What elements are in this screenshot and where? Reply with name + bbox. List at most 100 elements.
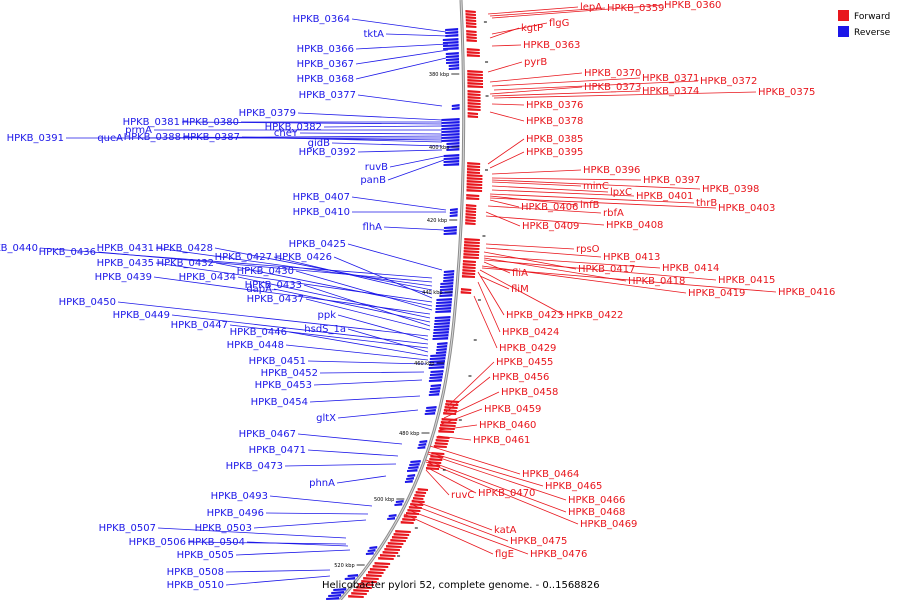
reverse-gene-arrow-10[interactable] — [443, 279, 454, 282]
forward-gene-arrow-22[interactable] — [348, 595, 364, 598]
reverse-gene-arrow-8[interactable] — [449, 211, 458, 214]
reverse-gene-arrow-5[interactable] — [441, 124, 460, 127]
reverse-gene-arrow-14[interactable] — [436, 348, 447, 351]
forward-gene-arrow-3[interactable] — [467, 70, 483, 73]
forward-gene-arrow-11[interactable] — [464, 241, 480, 244]
forward-gene-arrow-14[interactable] — [445, 400, 459, 403]
forward-gene-arrow-1[interactable] — [466, 33, 477, 36]
reverse-gene-arrow-26[interactable] — [333, 588, 347, 591]
feature-label-HPKB_0409[interactable]: HPKB_0409 — [522, 221, 579, 232]
feature-label-thrB[interactable]: thrB — [696, 198, 717, 209]
feature-label-rbfA[interactable]: rbfA — [603, 208, 624, 219]
forward-gene-arrow-4[interactable] — [467, 93, 481, 96]
feature-label-HPKB_0456[interactable]: HPKB_0456 — [492, 372, 549, 383]
feature-label-HPKB_0455[interactable]: HPKB_0455 — [496, 357, 553, 368]
feature-label-HPKB_0381[interactable]: HPKB_0381 — [123, 117, 180, 128]
reverse-gene-arrow-19[interactable] — [417, 446, 426, 449]
forward-gene-arrow-7[interactable] — [466, 177, 483, 180]
reverse-gene-arrow-20[interactable] — [410, 460, 421, 463]
feature-label-HPKB_0507[interactable]: HPKB_0507 — [99, 523, 156, 534]
feature-label-rpsO[interactable]: rpsO — [576, 244, 600, 255]
forward-gene-arrow-2[interactable] — [466, 51, 480, 54]
feature-label-HPKB_0431[interactable]: HPKB_0431 — [97, 243, 154, 254]
feature-label-HPKB_0370[interactable]: HPKB_0370 — [584, 68, 641, 79]
forward-gene-arrow-11[interactable] — [463, 250, 480, 253]
forward-gene-arrow-10[interactable] — [465, 216, 476, 219]
forward-gene-arrow-22[interactable] — [374, 562, 391, 565]
reverse-gene-arrow-5[interactable] — [441, 133, 460, 136]
reverse-gene-arrow-25[interactable] — [344, 577, 356, 580]
forward-gene-arrow-21[interactable] — [382, 551, 399, 554]
reverse-gene-arrow-19[interactable] — [419, 440, 428, 443]
forward-gene-arrow-11[interactable] — [463, 247, 480, 250]
reverse-gene-arrow-24[interactable] — [365, 552, 374, 555]
forward-gene-arrow-1[interactable] — [466, 39, 477, 42]
reverse-gene-arrow-5[interactable] — [441, 130, 460, 133]
reverse-gene-arrow-13[interactable] — [433, 328, 450, 331]
feature-label-HPKB_0406[interactable]: HPKB_0406 — [521, 202, 578, 213]
forward-gene-arrow-4[interactable] — [467, 99, 481, 102]
reverse-gene-arrow-24[interactable] — [367, 549, 376, 552]
forward-gene-arrow-9[interactable] — [465, 210, 477, 213]
forward-gene-arrow-21[interactable] — [387, 542, 404, 545]
feature-label-lepA[interactable]: lepA — [580, 2, 602, 13]
forward-gene-arrow-0[interactable] — [465, 16, 477, 19]
feature-label-HPKB_0459[interactable]: HPKB_0459 — [484, 404, 541, 415]
feature-label-ruvB[interactable]: ruvB — [365, 162, 388, 173]
reverse-gene-arrow-26[interactable] — [331, 591, 345, 594]
feature-label-HPKB_0377[interactable]: HPKB_0377 — [299, 90, 356, 101]
forward-gene-arrow-11[interactable] — [464, 244, 480, 247]
reverse-gene-arrow-10[interactable] — [443, 273, 455, 276]
reverse-gene-arrow-13[interactable] — [434, 319, 451, 322]
forward-gene-arrow-16[interactable] — [435, 439, 449, 442]
reverse-gene-arrow-25[interactable] — [347, 574, 359, 577]
reverse-gene-arrow-21[interactable] — [407, 474, 416, 477]
reverse-gene-arrow-15[interactable] — [428, 363, 445, 366]
feature-label-HPKB_0440[interactable]: HPKB_0440 — [0, 243, 38, 254]
feature-label-lpxC[interactable]: lpxC — [610, 187, 632, 198]
forward-gene-arrow-7[interactable] — [466, 183, 483, 186]
forward-gene-arrow-17[interactable] — [429, 458, 443, 461]
forward-gene-arrow-3[interactable] — [467, 85, 484, 88]
forward-gene-arrow-0[interactable] — [465, 19, 477, 22]
feature-label-HPKB_0436[interactable]: HPKB_0436 — [39, 247, 96, 258]
reverse-gene-arrow-2[interactable] — [445, 52, 459, 55]
forward-gene-arrow-15[interactable] — [440, 424, 456, 427]
reverse-gene-arrow-13[interactable] — [434, 322, 450, 325]
reverse-gene-arrow-8[interactable] — [449, 214, 458, 217]
feature-label-prmA[interactable]: prmA — [125, 125, 152, 136]
feature-label-HPKB_0469[interactable]: HPKB_0469 — [580, 519, 637, 530]
reverse-gene-arrow-19[interactable] — [418, 443, 427, 446]
forward-gene-arrow-22[interactable] — [367, 571, 384, 574]
forward-gene-arrow-6[interactable] — [467, 165, 481, 168]
feature-label-gltX[interactable]: gltX — [316, 413, 336, 424]
reverse-gene-arrow-9[interactable] — [443, 232, 457, 235]
feature-label-HPKB_0475[interactable]: HPKB_0475 — [510, 536, 567, 547]
forward-gene-arrow-19[interactable] — [408, 506, 422, 509]
reverse-gene-arrow-9[interactable] — [443, 229, 457, 232]
feature-label-HPKB_0446[interactable]: HPKB_0446 — [230, 327, 287, 338]
forward-gene-arrow-17[interactable] — [431, 452, 445, 455]
feature-label-HPKB_0439[interactable]: HPKB_0439 — [95, 272, 152, 283]
feature-label-HPKB_0367[interactable]: HPKB_0367 — [297, 59, 354, 70]
feature-label-HPKB_0392[interactable]: HPKB_0392 — [299, 147, 356, 158]
feature-label-phnA[interactable]: phnA — [309, 478, 335, 489]
reverse-gene-arrow-11[interactable] — [440, 282, 454, 285]
reverse-gene-arrow-5[interactable] — [441, 121, 460, 124]
feature-label-HPKB_0468[interactable]: HPKB_0468 — [568, 507, 625, 518]
forward-gene-arrow-13[interactable] — [460, 291, 472, 294]
feature-label-fliA[interactable]: fliA — [512, 268, 528, 279]
forward-gene-arrow-12[interactable] — [462, 272, 476, 275]
feature-label-HPKB_0397[interactable]: HPKB_0397 — [643, 175, 700, 186]
forward-gene-arrow-20[interactable] — [403, 515, 417, 518]
reverse-gene-arrow-7[interactable] — [443, 160, 460, 163]
feature-label-HPKB_0376[interactable]: HPKB_0376 — [526, 100, 583, 111]
reverse-gene-arrow-17[interactable] — [429, 390, 440, 393]
forward-gene-arrow-1[interactable] — [466, 36, 477, 39]
forward-gene-arrow-15[interactable] — [438, 430, 454, 433]
feature-label-HPKB_0419[interactable]: HPKB_0419 — [688, 288, 745, 299]
feature-label-HPKB_0391[interactable]: HPKB_0391 — [7, 133, 64, 144]
reverse-gene-arrow-18[interactable] — [425, 409, 436, 412]
feature-label-HPKB_0454[interactable]: HPKB_0454 — [251, 397, 308, 408]
forward-gene-arrow-17[interactable] — [428, 461, 442, 464]
